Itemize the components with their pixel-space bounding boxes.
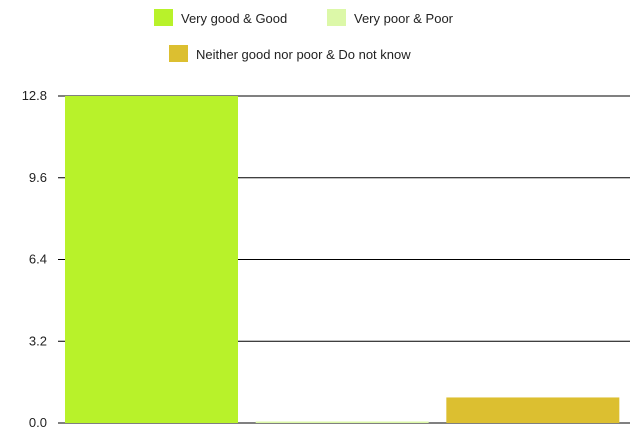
- y-tick-label: 12.8: [22, 88, 47, 103]
- y-tick-label: 0.0: [29, 415, 47, 430]
- legend-label-neither-do-not-know: Neither good nor poor & Do not know: [196, 47, 411, 62]
- legend: Very good & Good Very poor & Poor Neithe…: [154, 9, 454, 62]
- legend-swatch-very-poor-poor: [327, 9, 346, 26]
- bar-neither-good-nor-poor-do-not-know: [446, 397, 620, 423]
- legend-label-very-good-good: Very good & Good: [181, 11, 287, 26]
- bar-very-good-good: [65, 96, 238, 423]
- legend-label-very-poor-poor: Very poor & Poor: [354, 11, 454, 26]
- legend-swatch-very-good-good: [154, 9, 173, 26]
- bars: [65, 96, 620, 423]
- y-tick-label: 6.4: [29, 252, 47, 267]
- bar-very-poor-poor: [255, 421, 429, 423]
- y-axis: 0.0 3.2 6.4 9.6 12.8: [22, 88, 47, 430]
- legend-swatch-neither-do-not-know: [169, 45, 188, 62]
- y-tick-label: 9.6: [29, 170, 47, 185]
- y-tick-label: 3.2: [29, 333, 47, 348]
